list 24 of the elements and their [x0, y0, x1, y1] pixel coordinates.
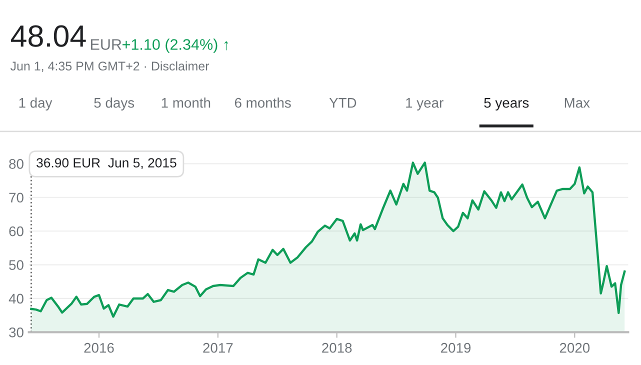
text: 1 year	[406, 98, 444, 110]
text: 1 month	[162, 98, 210, 108]
text: 5 years	[484, 98, 529, 110]
text: 1 day	[19, 98, 52, 110]
x-tick-label: 2019	[441, 342, 471, 353]
text: EUR	[90, 39, 122, 50]
text: +1.10 (2.34%) ↑	[122, 38, 228, 53]
text: 48.04	[10, 25, 86, 47]
x-tick-label: 2017	[203, 342, 233, 353]
x-tick-label: 2020	[560, 342, 590, 353]
text: Jun 1, 4:35 PM GMT+2 · Disclaimer	[10, 61, 210, 72]
text: YTD	[329, 98, 356, 108]
annotation: 36.90 EUR Jun 5, 2015	[36, 158, 176, 170]
y-tick-label: 40	[8, 294, 24, 304]
text: Max	[564, 98, 590, 108]
y-tick-label: 30	[9, 327, 24, 338]
x-tick-label: 2018	[322, 342, 352, 353]
text: 5 days	[94, 98, 134, 110]
y-tick-label: 60	[9, 226, 24, 236]
y-tick-label: 70	[9, 192, 24, 203]
x-tick-label: 2016	[84, 342, 114, 353]
y-tick-label: 80	[9, 159, 24, 169]
text: 6 months	[234, 98, 291, 108]
y-tick-label: 50	[9, 260, 24, 270]
